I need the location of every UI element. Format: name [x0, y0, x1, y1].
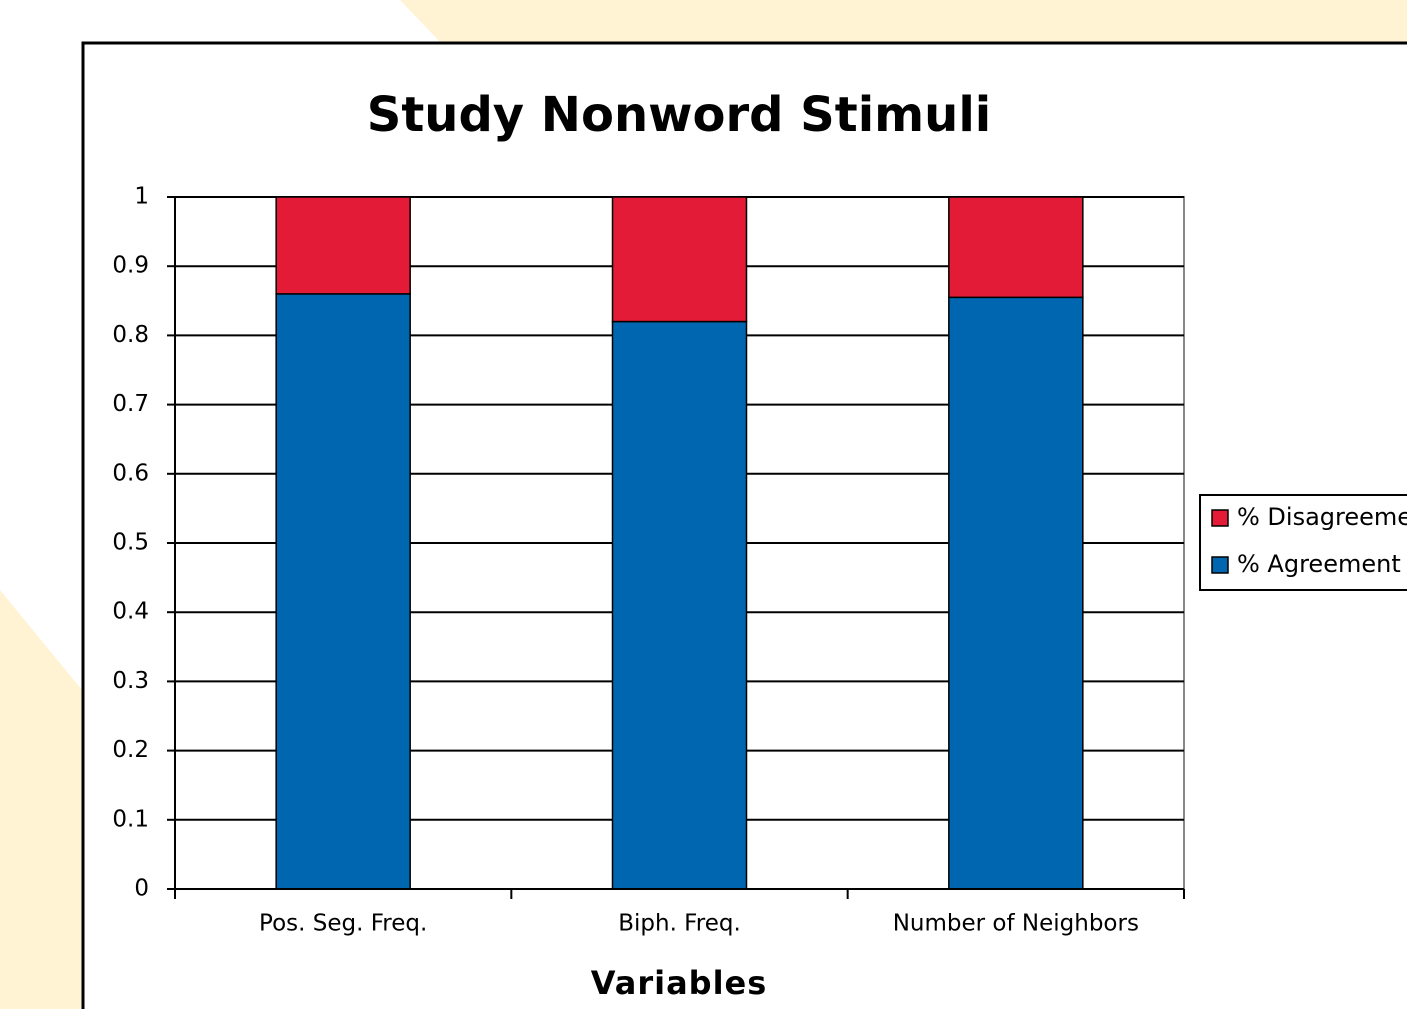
y-tick-label: 0.8: [112, 322, 149, 348]
bar-segment: [275, 293, 411, 890]
y-tick-label: 0.3: [112, 668, 149, 694]
bar-segment: [948, 296, 1084, 890]
y-tick-label: 0.5: [112, 530, 149, 556]
y-tick-label: 0.4: [112, 599, 149, 625]
x-tick-label: Pos. Seg. Freq.: [259, 911, 427, 937]
bar-segment: [275, 196, 411, 295]
y-tick-label: 0.9: [112, 253, 149, 279]
legend-box: [1199, 494, 1407, 591]
bar-segment: [611, 320, 748, 890]
x-axis-title: Variables: [591, 964, 768, 1002]
y-tick-label: 0: [134, 876, 149, 902]
background-shape: [0, 0, 440, 690]
legend-label: % Disagreement: [1237, 503, 1407, 531]
legend-swatch: [1211, 509, 1229, 527]
legend-swatch: [1211, 556, 1229, 574]
bar-segment: [948, 196, 1084, 299]
chart-title: Study Nonword Stimuli: [367, 87, 992, 143]
y-tick-label: 0.6: [112, 460, 149, 486]
y-tick-label: 0.2: [112, 737, 149, 763]
x-tick-label: Number of Neighbors: [893, 911, 1139, 937]
y-tick-label: 0.7: [112, 391, 149, 417]
bar-segment: [611, 196, 748, 323]
y-tick-label: 1: [134, 184, 149, 210]
y-tick-label: 0.1: [112, 806, 149, 832]
x-tick-label: Biph. Freq.: [618, 911, 741, 937]
legend-label: % Agreement: [1237, 550, 1401, 578]
